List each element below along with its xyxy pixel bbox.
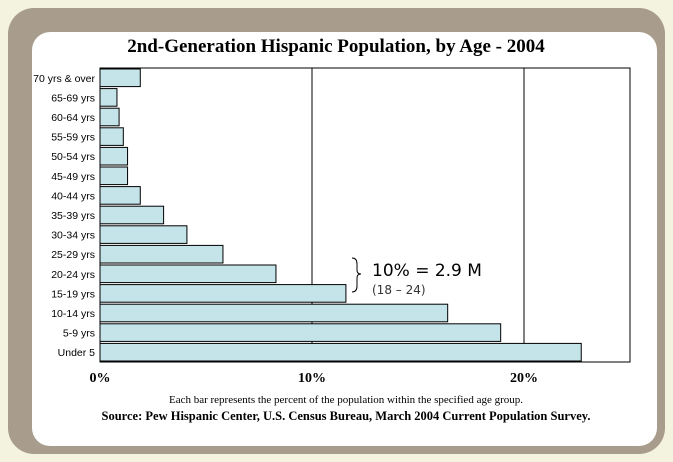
annotation-brace	[351, 257, 362, 293]
x-tick-label-0: 0%	[90, 371, 111, 386]
bar-14	[99, 342, 582, 362]
category-label-7: 35-39 yrs	[51, 210, 95, 222]
category-label-3: 55-59 yrs	[51, 132, 95, 144]
bar-9	[99, 244, 224, 264]
category-labels: 70 yrs & over 65-69 yrs 60-64 yrs 55-59 yrs…	[33, 73, 95, 359]
category-label-12: 10-14 yrs	[51, 308, 95, 320]
category-label-1: 65-69 yrs	[51, 92, 95, 104]
category-label-8: 30-34 yrs	[51, 230, 95, 242]
annotation: 10% = 2.9 M (18 – 24)	[351, 257, 482, 297]
category-label-14: Under 5	[58, 347, 96, 359]
category-label-11: 15-19 yrs	[51, 288, 95, 300]
bar-5	[99, 166, 129, 186]
category-label-13: 5-9 yrs	[63, 328, 95, 340]
x-tick-label-1: 10%	[298, 371, 326, 386]
bar-11	[99, 284, 347, 303]
category-label-9: 25-29 yrs	[51, 249, 95, 261]
bar-8	[99, 225, 188, 244]
category-label-2: 60-64 yrs	[51, 112, 95, 124]
bar-0	[99, 68, 141, 88]
bars	[99, 68, 582, 362]
bar-7	[99, 205, 165, 225]
category-label-6: 40-44 yrs	[51, 190, 95, 202]
plot-frame	[99, 67, 631, 363]
bar-4	[99, 146, 129, 166]
chart-title: 2nd-Generation Hispanic Population, by A…	[127, 36, 545, 57]
category-label-5: 45-49 yrs	[51, 171, 95, 183]
category-label-0: 70 yrs & over	[33, 73, 95, 85]
bar-13	[99, 323, 502, 342]
bar-10	[99, 264, 277, 284]
bar-1	[99, 88, 118, 107]
x-tick-labels: 0% 10% 20%	[90, 371, 539, 386]
bar-6	[99, 186, 141, 205]
bar-3	[99, 127, 124, 146]
annotation-main: 10% = 2.9 M	[372, 261, 482, 281]
x-tick-label-2: 20%	[510, 371, 538, 386]
category-label-4: 50-54 yrs	[51, 151, 95, 163]
outer-frame	[8, 8, 665, 454]
annotation-sub: (18 – 24)	[372, 283, 426, 297]
chart-source: Source: Pew Hispanic Center, U.S. Census…	[102, 409, 591, 423]
bar-2	[99, 107, 120, 127]
bar-12	[99, 303, 449, 323]
category-label-10: 20-24 yrs	[51, 269, 95, 281]
chart-note: Each bar represents the percent of the p…	[169, 394, 523, 406]
